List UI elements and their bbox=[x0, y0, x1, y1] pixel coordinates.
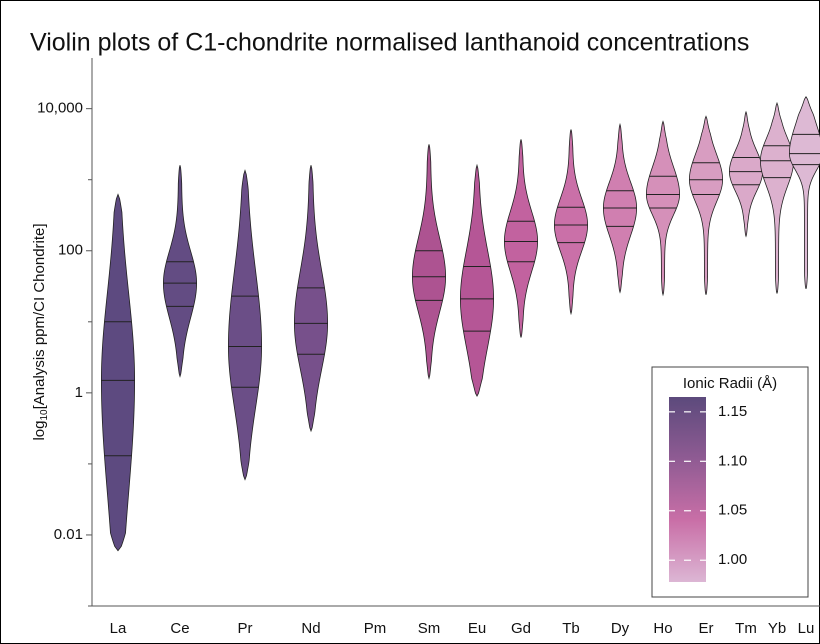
violin bbox=[503, 139, 539, 338]
colorbar-tick-label: 1.10 bbox=[718, 452, 747, 469]
violin bbox=[100, 193, 136, 552]
y-tick-label: 10,000 bbox=[37, 100, 83, 117]
x-tick-label: Nd bbox=[301, 620, 320, 637]
violin bbox=[689, 115, 723, 295]
x-tick-label: Sm bbox=[418, 620, 441, 637]
x-tick-label: Er bbox=[699, 620, 714, 637]
legend-title: Ionic Radii (Å) bbox=[683, 375, 777, 392]
violin bbox=[759, 101, 795, 294]
x-tick-label: Pm bbox=[364, 620, 387, 637]
x-tick-label: Ho bbox=[653, 620, 672, 637]
x-tick-label: Yb bbox=[768, 620, 786, 637]
chart-title: Violin plots of C1-chondrite normalised … bbox=[30, 29, 749, 57]
y-tick-label: 1 bbox=[75, 384, 83, 401]
colorbar-tick-label: 1.15 bbox=[718, 403, 747, 420]
x-tick-label: Dy bbox=[611, 620, 630, 637]
x-tick-label: Ce bbox=[170, 620, 189, 637]
x-tick-label: Tm bbox=[735, 620, 757, 637]
violin bbox=[789, 96, 820, 290]
x-tick-label: Pr bbox=[238, 620, 253, 637]
y-axis-label: log10[Analysis ppm/CI Chondrite] bbox=[31, 223, 50, 440]
x-tick-label: Eu bbox=[468, 620, 486, 637]
violin bbox=[459, 163, 495, 397]
colorbar bbox=[669, 397, 706, 582]
y-tick-label: 0.01 bbox=[54, 526, 83, 543]
violin bbox=[163, 165, 197, 378]
violin bbox=[294, 165, 328, 433]
violin bbox=[729, 110, 763, 238]
x-tick-label: Lu bbox=[798, 620, 815, 637]
x-tick-label: La bbox=[110, 620, 127, 637]
violin bbox=[228, 169, 262, 481]
colorbar-tick-label: 1.00 bbox=[718, 551, 747, 568]
colorbar-tick-label: 1.05 bbox=[718, 502, 747, 519]
x-tick-label: Tb bbox=[562, 620, 580, 637]
y-tick-label: 100 bbox=[58, 242, 83, 259]
violin bbox=[411, 144, 447, 380]
violin bbox=[554, 129, 588, 316]
x-tick-label: Gd bbox=[511, 620, 531, 637]
